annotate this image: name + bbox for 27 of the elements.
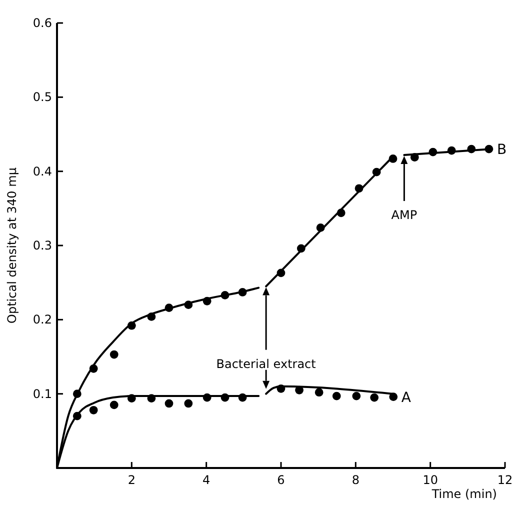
point [184,399,193,408]
series-label: B [496,142,507,158]
y-axis-title: Optical density at 340 mμ [5,167,19,324]
point [164,399,174,408]
y-tick-label: 0.6 [32,16,52,30]
annotation: Bacterial extract [216,356,316,371]
point [89,406,98,414]
y-tick-label: 0.2 [32,312,52,327]
x-tick-label: 4 [202,473,210,487]
x-tick-label: 10 [422,473,438,487]
x-tick-label: 12 [497,473,513,487]
x-tick-label: 8 [352,473,360,487]
y-tick-label: 0.3 [32,238,52,252]
point [314,388,324,397]
point [352,392,361,400]
point [370,393,379,402]
x-axis-title: Time (min) [430,487,497,501]
y-tick-label: 0.4 [32,164,52,178]
point [332,392,341,400]
annotation: AMP [391,208,418,222]
point [110,400,118,410]
y-tick-label: 0.5 [32,90,52,104]
point [110,350,118,359]
x-tick-label: 6 [277,473,285,487]
x-tick-label: 2 [128,473,136,487]
y-tick-label: 0.1 [32,386,52,401]
series-label: A [401,390,412,406]
